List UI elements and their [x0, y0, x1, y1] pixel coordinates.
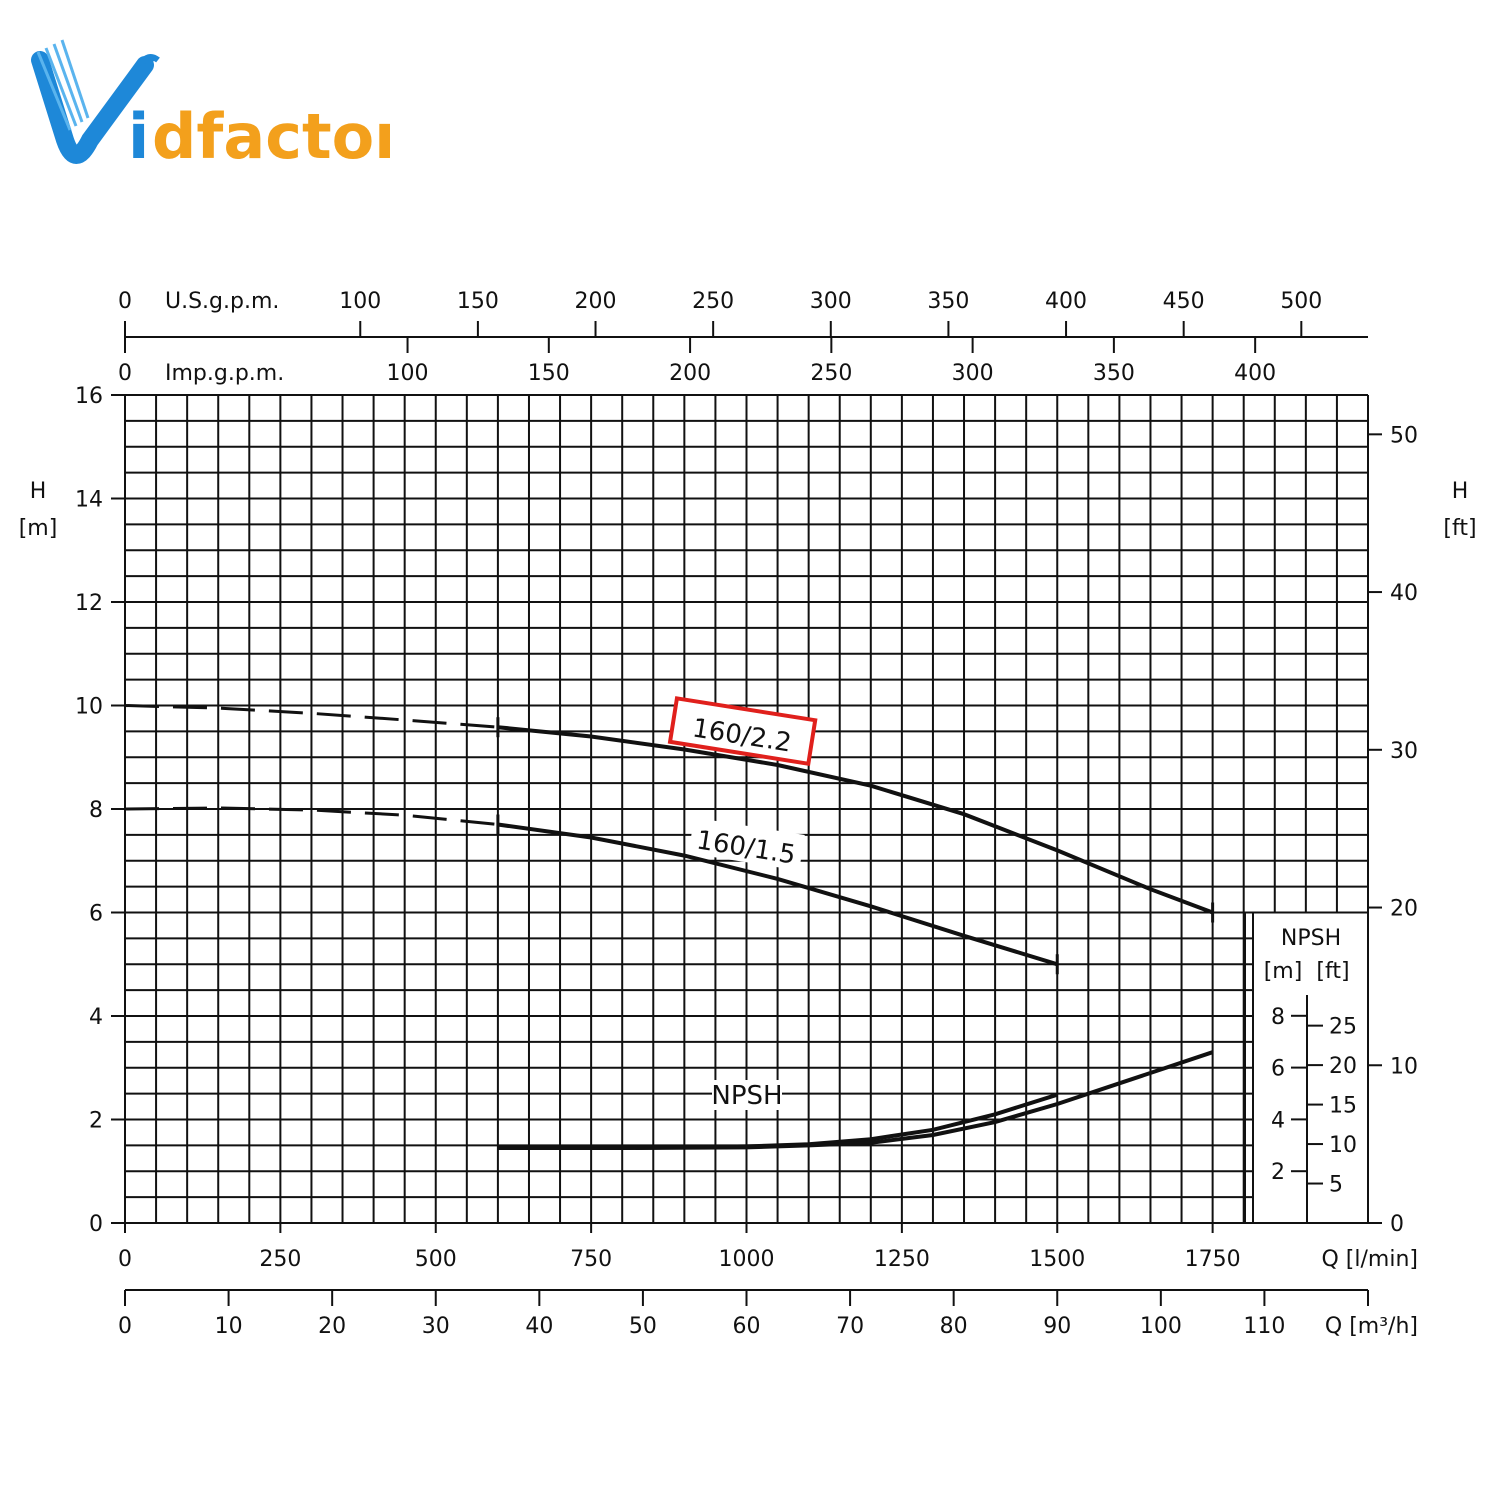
y-tick-label-right: 50 [1390, 423, 1418, 448]
npsh-tick-label-ft: 25 [1329, 1015, 1357, 1040]
x-usgpm-tick-label: 150 [457, 289, 499, 314]
npsh-panel: NPSH [m] [ft] 2 4 6 8 5 10 15 20 25 [1244, 911, 1369, 1224]
npsh-tick-label-ft: 20 [1329, 1054, 1357, 1079]
series-160-1-5-dashed [124, 806, 499, 826]
x-tick-label: 1750 [1185, 1247, 1241, 1272]
y-tick-label-right: 30 [1390, 739, 1418, 764]
y-axis-left-title: H [30, 479, 47, 504]
npsh-tick-label-ft: 5 [1329, 1173, 1343, 1198]
x-impgpm-tick-label: 150 [528, 361, 570, 386]
x-impgpm-tick-label: 0 [118, 361, 132, 386]
y-tick-label-left: 12 [75, 591, 103, 616]
x-tick-label: 250 [259, 1247, 301, 1272]
x-m3h-tick-label: 60 [733, 1314, 761, 1339]
x-usgpm-tick-label: 250 [692, 289, 734, 314]
y-axis-left-unit: [m] [19, 516, 58, 541]
highlight-box [667, 696, 818, 767]
x-tick-label: 750 [570, 1247, 612, 1272]
series-160-2-2-dashed [124, 704, 499, 729]
y-tick-label-left: 8 [89, 798, 103, 823]
x-usgpm-tick-label: 100 [339, 289, 381, 314]
y-axis-right-title: H [1452, 479, 1469, 504]
npsh-unit-m: [m] [1264, 959, 1303, 984]
x-impgpm-title: Imp.g.p.m. [165, 361, 284, 386]
x-impgpm-tick-label: 100 [387, 361, 429, 386]
x-impgpm-tick-label: 200 [669, 361, 711, 386]
y-tick-label-right: 0 [1390, 1212, 1404, 1237]
y-tick-label-left: 14 [75, 488, 103, 513]
x-m3h-tick-label: 70 [836, 1314, 864, 1339]
x-m3h-tick-label: 40 [525, 1314, 553, 1339]
x-m3h-tick-label: 50 [629, 1314, 657, 1339]
y-tick-label-left: 2 [89, 1109, 103, 1134]
x-m3h-tick-label: 100 [1140, 1314, 1182, 1339]
x-axis-title: Q [l/min] [1322, 1247, 1419, 1272]
label-bg [688, 817, 805, 871]
y-tick-label-right: 20 [1390, 897, 1418, 922]
series-160-2-2-line [497, 725, 1214, 915]
y-tick-label-right: 40 [1390, 581, 1418, 606]
x-m3h-tick-label: 110 [1243, 1314, 1285, 1339]
curve-label-npsh: NPSH [711, 1081, 782, 1111]
label-group-160-1-5: 160/1.5 [688, 817, 805, 871]
y-tick-label-right: 10 [1390, 1054, 1418, 1079]
x-usgpm-title: U.S.g.p.m. [165, 289, 279, 314]
x-impgpm-tick-label: 300 [952, 361, 994, 386]
x-impgpm-tick-label: 250 [810, 361, 852, 386]
label-group-160-2-2: 160/2.2 [667, 696, 818, 767]
x-tick-label: 0 [118, 1247, 132, 1272]
label-bg-npsh [712, 1080, 782, 1110]
npsh-panel-box [1252, 911, 1369, 1224]
vidfactor-logo: i dfactor [31, 39, 390, 170]
x-axis-m3h-title: Q [m³/h] [1325, 1314, 1418, 1339]
x-m3h-tick-label: 10 [215, 1314, 243, 1339]
x-m3h-tick-label: 30 [422, 1314, 450, 1339]
x-usgpm-tick-label: 300 [810, 289, 852, 314]
chart-series [124, 704, 1215, 1150]
x-usgpm-tick-label: 500 [1280, 289, 1322, 314]
npsh-axis-title: NPSH [1281, 926, 1341, 951]
series-160-1-5-line [497, 822, 1058, 967]
x-m3h-tick-label: 90 [1043, 1314, 1071, 1339]
npsh-tick-label-ft: 10 [1329, 1133, 1357, 1158]
x-m3h-tick-label: 20 [318, 1314, 346, 1339]
y-tick-label-left: 16 [75, 384, 103, 409]
y-axis-right-unit: [ft] [1443, 516, 1476, 541]
x-tick-label: 1250 [874, 1247, 930, 1272]
logo-text-i: i [128, 100, 149, 170]
x-impgpm-tick-label: 400 [1234, 361, 1276, 386]
y-tick-label-left: 10 [75, 695, 103, 720]
npsh-tick-label-ft: 15 [1329, 1094, 1357, 1119]
logo-text: dfactor [152, 100, 390, 170]
npsh-tick-label-m: 2 [1271, 1160, 1285, 1185]
y-tick-label-left: 0 [89, 1212, 103, 1237]
npsh-unit-ft: [ft] [1316, 959, 1349, 984]
x-m3h-tick-label: 0 [118, 1314, 132, 1339]
npsh-tick-label-m: 6 [1271, 1057, 1285, 1082]
chart-labels: 160/2.2 160/1.5 NPSH [667, 696, 818, 1111]
x-usgpm-tick-label: 350 [927, 289, 969, 314]
npsh-tick-label-m: 4 [1271, 1108, 1285, 1133]
x-usgpm-tick-label: 450 [1163, 289, 1205, 314]
x-usgpm-tick-label: 200 [575, 289, 617, 314]
logo-bird-icon [31, 39, 160, 164]
x-usgpm-tick-label: 0 [118, 289, 132, 314]
y-tick-label-left: 6 [89, 902, 103, 927]
x-tick-label: 1500 [1029, 1247, 1085, 1272]
series-npsh-2-line [497, 1050, 1214, 1150]
npsh-tick-label-m: 8 [1271, 1005, 1285, 1030]
x-m3h-tick-label: 80 [940, 1314, 968, 1339]
x-usgpm-tick-label: 400 [1045, 289, 1087, 314]
y-tick-label-left: 4 [89, 1005, 103, 1030]
x-tick-label: 500 [415, 1247, 457, 1272]
x-tick-label: 1000 [719, 1247, 775, 1272]
x-impgpm-tick-label: 350 [1093, 361, 1135, 386]
